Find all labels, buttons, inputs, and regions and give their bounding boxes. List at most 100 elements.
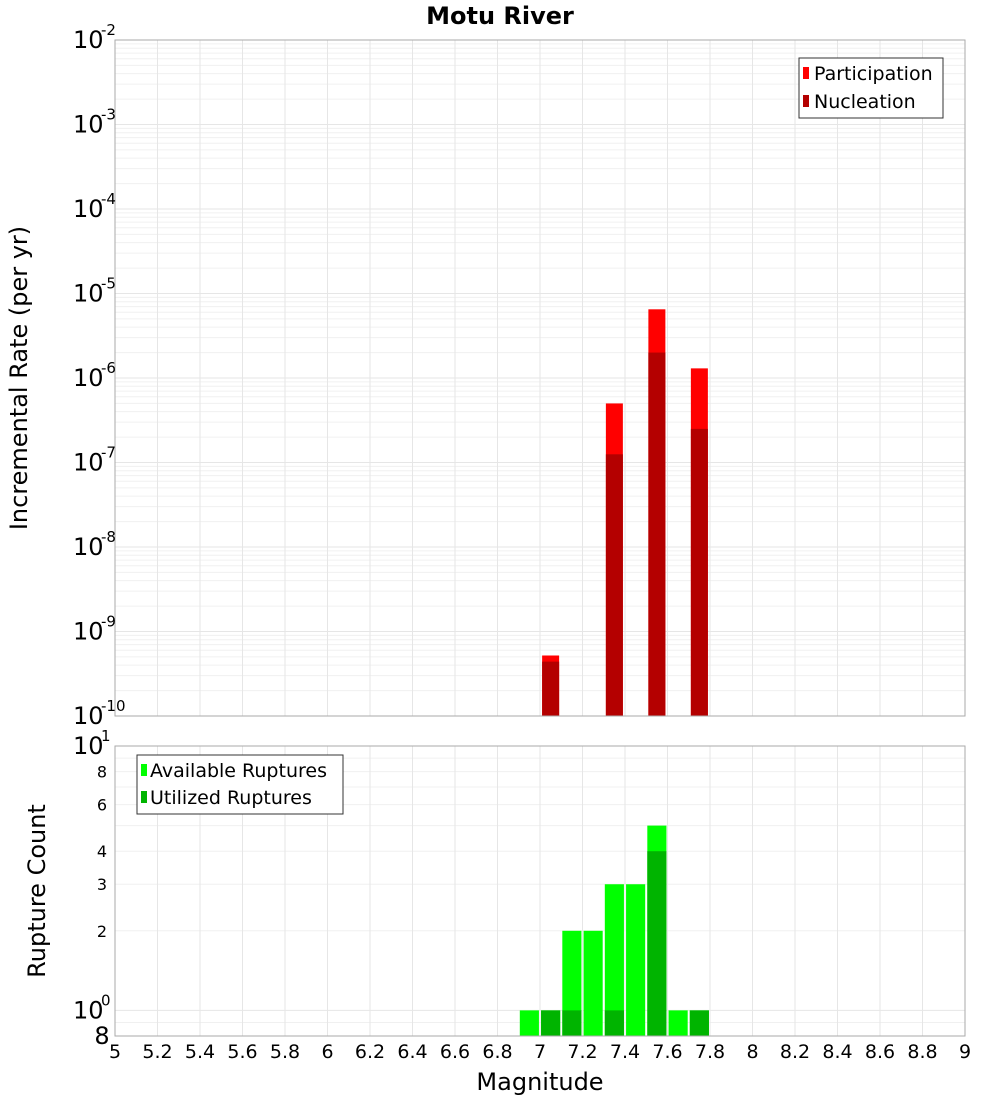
bar-available-ruptures (519, 1010, 539, 1036)
x-tick-label: 6 (321, 1041, 333, 1063)
rate-y-tick-base: 10 (73, 26, 104, 54)
rate-legend-box (798, 57, 944, 119)
rate-y-tick-base: 10 (73, 449, 104, 477)
rate-y-tick-exponent: -2 (101, 21, 116, 39)
bar-available-ruptures (626, 884, 646, 1036)
rate-y-tick-base: 10 (73, 111, 104, 139)
rate-y-tick: 10-4 (73, 190, 116, 223)
rate-y-tick-exponent: -7 (101, 444, 116, 462)
count-y-tick: 100 (73, 991, 111, 1024)
x-tick-label: 7 (534, 1041, 546, 1063)
x-tick-label: 7.2 (567, 1041, 597, 1063)
bar-nucleation (605, 454, 623, 716)
x-tick-label: 5.4 (185, 1041, 215, 1063)
x-tick-label: 5.8 (270, 1041, 300, 1063)
magnitude-x-ticks: 5 5.2 5.4 5.6 5.8 6 6.2 6.4 6.6 6.8 7 7.2 7.4 7.6 7.8 8… (109, 1041, 971, 1063)
count-legend: Available Ruptures Utilized Ruptures (136, 754, 344, 815)
rate-y-tick: 10-5 (73, 275, 116, 308)
x-tick-label: 5.2 (142, 1041, 172, 1063)
rate-y-tick: 10-2 (73, 21, 116, 54)
count-y-tick-label: 4 (97, 842, 107, 861)
rate-legend: Participation Nucleation (798, 57, 944, 119)
rate-y-tick-base: 10 (73, 195, 104, 223)
x-tick-label: 5 (109, 1041, 121, 1063)
x-tick-label: 7.6 (652, 1041, 682, 1063)
rate-y-tick: 10-6 (73, 359, 116, 392)
count-bars (519, 825, 709, 1036)
rate-y-tick: 10-8 (73, 528, 116, 561)
bar-utilized-ruptures (541, 1010, 561, 1036)
count-y-tick-label: 8 (94, 1022, 109, 1050)
count-y-tick-base: 10 (73, 732, 104, 760)
bar-nucleation (542, 661, 560, 716)
bar-available-ruptures (604, 884, 624, 1036)
count-y-tick-label: 8 (97, 763, 107, 782)
rate-y-tick: 10-9 (73, 613, 116, 646)
bar-utilized-ruptures (647, 851, 667, 1036)
count-y-tick-base: 10 (73, 996, 104, 1024)
rate-plot-border (114, 39, 966, 717)
bar-utilized-ruptures (562, 1010, 582, 1036)
rate-y-tick-exponent: -10 (101, 697, 126, 715)
rate-y-tick-exponent: -8 (101, 528, 116, 546)
rate-y-tick-base: 10 (73, 618, 104, 646)
x-tick-label: 6.6 (440, 1041, 470, 1063)
legend-swatch-available-ruptures (141, 764, 147, 776)
chart-title: Motu River (426, 2, 574, 30)
legend-swatch-nucleation (803, 95, 809, 107)
rate-y-tick-base: 10 (73, 280, 104, 308)
rate-y-tick-exponent: -9 (101, 613, 116, 631)
rate-y-tick: 10-3 (73, 106, 116, 139)
count-y-axis-label: Rupture Count (23, 804, 51, 978)
x-tick-label: 9 (959, 1041, 971, 1063)
bar-nucleation (690, 428, 708, 716)
legend-label-available-ruptures: Available Ruptures (150, 760, 327, 782)
legend-label-utilized-ruptures: Utilized Ruptures (150, 787, 312, 809)
count-y-tick-label: 6 (97, 796, 107, 815)
rate-y-tick-base: 10 (73, 702, 104, 730)
count-plot-border (114, 745, 966, 1037)
rate-panel: 10-210-310-410-510-610-710-810-910-10 In… (5, 21, 966, 730)
count-y-tick-exponent: 0 (101, 991, 111, 1009)
bar-utilized-ruptures (604, 1010, 624, 1036)
bar-nucleation (648, 352, 666, 716)
rate-y-tick-exponent: -3 (101, 106, 116, 124)
x-tick-label: 6.2 (355, 1041, 385, 1063)
rate-y-tick: 10-10 (73, 697, 126, 730)
count-y-tick-label: 2 (97, 922, 107, 941)
x-tick-label: 7.4 (610, 1041, 640, 1063)
count-legend-box (136, 754, 344, 815)
rate-y-tick-exponent: -6 (101, 359, 116, 377)
legend-label-nucleation: Nucleation (814, 91, 916, 113)
bar-available-ruptures (562, 930, 582, 1036)
legend-swatch-utilized-ruptures (141, 791, 147, 803)
rate-bars (542, 309, 708, 716)
rate-y-axis-label: Incremental Rate (per yr) (5, 226, 33, 530)
count-y-tick-label: 3 (97, 875, 107, 894)
x-tick-label: 6.8 (482, 1041, 512, 1063)
bar-available-ruptures (583, 930, 603, 1036)
count-y-tick-exponent: 1 (101, 727, 111, 745)
x-tick-label: 7.8 (695, 1041, 725, 1063)
x-tick-label: 8.4 (822, 1041, 852, 1063)
rate-y-tick: 10-7 (73, 444, 116, 477)
bar-available-ruptures (668, 1010, 688, 1036)
rate-y-ticks: 10-210-310-410-510-610-710-810-910-10 (73, 21, 126, 730)
rate-y-tick-exponent: -4 (101, 190, 116, 208)
bar-utilized-ruptures (689, 1010, 709, 1036)
x-tick-label: 6.4 (397, 1041, 427, 1063)
legend-swatch-participation (803, 67, 809, 79)
rate-y-tick-base: 10 (73, 364, 104, 392)
rate-y-tick-exponent: -5 (101, 275, 116, 293)
rate-grid (114, 39, 966, 717)
legend-label-participation: Participation (814, 63, 933, 85)
x-tick-label: 8.2 (780, 1041, 810, 1063)
x-tick-label: 8.6 (865, 1041, 895, 1063)
rate-y-tick-base: 10 (73, 533, 104, 561)
x-tick-label: 5.6 (227, 1041, 257, 1063)
x-tick-label: 8 (746, 1041, 758, 1063)
x-axis-label: Magnitude (476, 1068, 603, 1096)
